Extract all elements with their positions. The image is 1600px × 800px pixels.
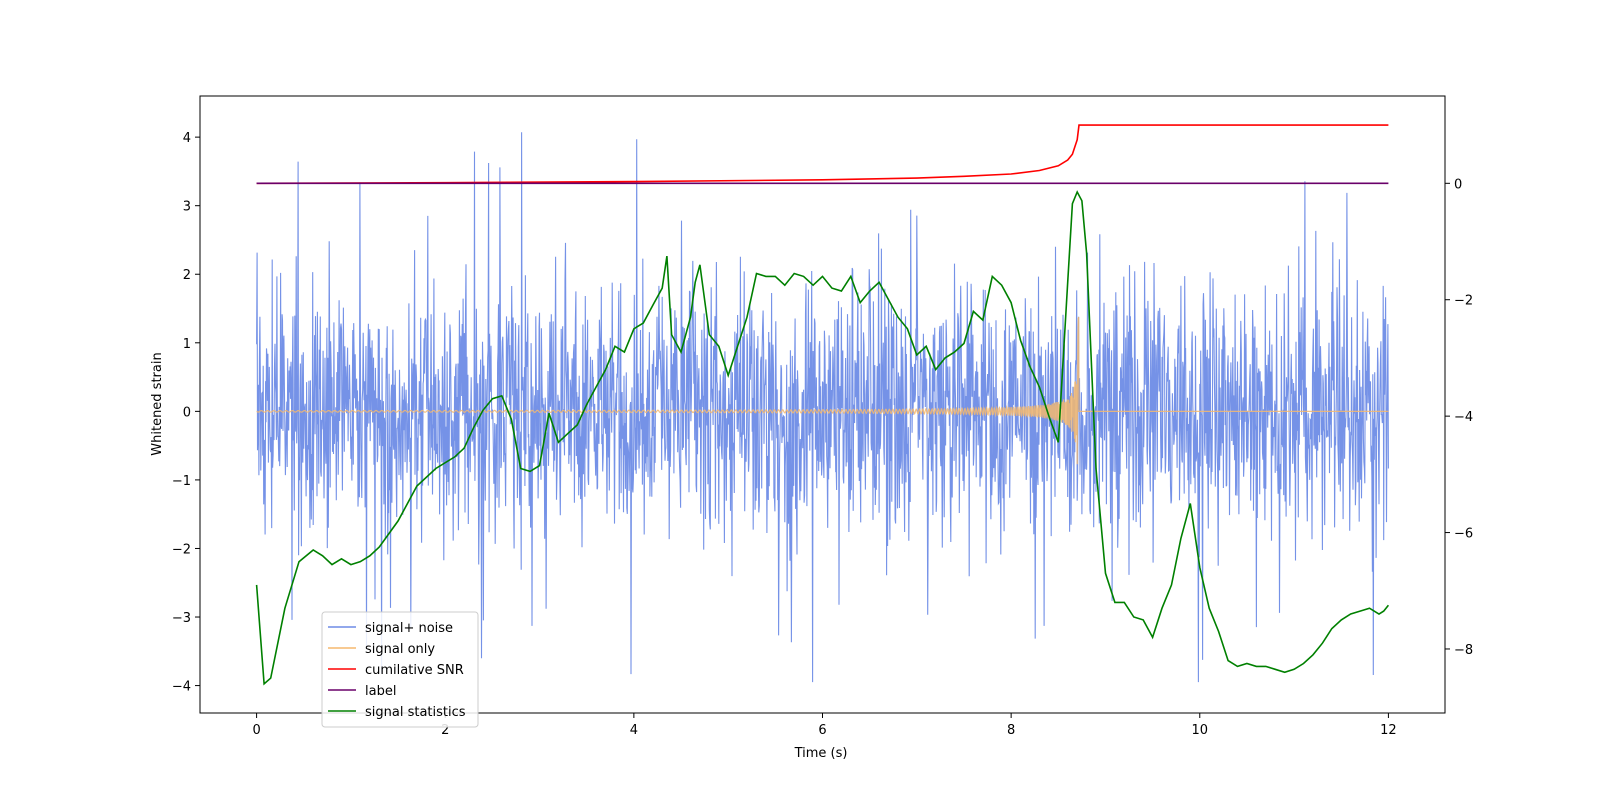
- y-tick-label: −3: [172, 611, 191, 626]
- y-tick-label: 4: [183, 131, 191, 146]
- legend-label: cumilative SNR: [365, 663, 464, 678]
- x-tick-label: 12: [1380, 723, 1397, 738]
- y-tick-label: 2: [183, 268, 191, 283]
- x-axis-label: Time (s): [794, 746, 848, 761]
- y-right-tick-label: 0: [1454, 177, 1462, 192]
- series-signal-noise: [256, 132, 1389, 683]
- y-tick-label: 3: [183, 200, 191, 215]
- legend-box: [321, 611, 479, 728]
- series-signal-statistics: [255, 190, 1390, 686]
- y-right-tick-label: −4: [1454, 410, 1473, 425]
- y-tick-label: 0: [183, 405, 191, 420]
- y-right-tick-label: −2: [1454, 294, 1473, 309]
- y-tick-label: −1: [172, 474, 191, 489]
- legend-label: signal statistics: [365, 705, 466, 720]
- y-tick-label: 1: [183, 337, 191, 352]
- legend: signal+ noise signal only cumilative SNR la…: [321, 611, 479, 728]
- series-cumilative-snr: [256, 124, 1389, 185]
- legend-label: signal only: [365, 642, 435, 657]
- x-tick-label: 0: [252, 723, 260, 738]
- y-tick-label: −2: [172, 542, 191, 557]
- series-signal-only: [256, 316, 1389, 465]
- y-right-tick-label: −8: [1454, 643, 1473, 658]
- x-tick-label: 4: [630, 723, 638, 738]
- legend-label: signal+ noise: [365, 621, 453, 636]
- legend-label: label: [365, 684, 396, 699]
- x-tick-label: 2: [441, 723, 449, 738]
- x-tick-label: 8: [1007, 723, 1015, 738]
- y-right-tick-label: −6: [1454, 527, 1473, 542]
- y-axis-label: Whitened strain: [150, 352, 165, 455]
- y-tick-label: −4: [172, 680, 191, 695]
- x-tick-label: 10: [1191, 723, 1208, 738]
- x-tick-label: 6: [818, 723, 826, 738]
